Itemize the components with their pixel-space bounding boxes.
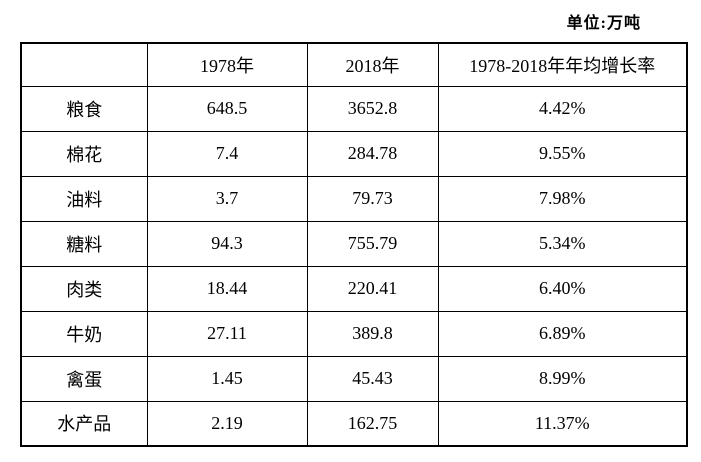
value-growth: 4.42%: [437, 85, 688, 132]
header-1978: 1978年: [146, 42, 308, 87]
value-1978: 27.11: [146, 310, 308, 357]
value-2018: 162.75: [306, 400, 439, 447]
header-empty-cell: [20, 42, 148, 87]
row-label: 牛奶: [20, 310, 148, 357]
value-growth: 11.37%: [437, 400, 688, 447]
table-row: 糖料 94.3 755.79 5.34%: [20, 220, 688, 267]
value-growth: 8.99%: [437, 355, 688, 402]
table-row: 油料 3.7 79.73 7.98%: [20, 175, 688, 222]
row-label: 禽蛋: [20, 355, 148, 402]
value-2018: 755.79: [306, 220, 439, 267]
header-2018: 2018年: [306, 42, 439, 87]
table-row: 牛奶 27.11 389.8 6.89%: [20, 310, 688, 357]
value-2018: 3652.8: [306, 85, 439, 132]
production-statistics-table: 1978年 2018年 1978-2018年年均增长率 粮食 648.5 365…: [20, 42, 688, 447]
value-growth: 6.89%: [437, 310, 688, 357]
value-1978: 648.5: [146, 85, 308, 132]
row-label: 水产品: [20, 400, 148, 447]
row-label: 油料: [20, 175, 148, 222]
header-growth-rate: 1978-2018年年均增长率: [437, 42, 688, 87]
value-2018: 220.41: [306, 265, 439, 312]
value-1978: 94.3: [146, 220, 308, 267]
row-label: 粮食: [20, 85, 148, 132]
value-growth: 6.40%: [437, 265, 688, 312]
value-1978: 2.19: [146, 400, 308, 447]
value-1978: 7.4: [146, 130, 308, 177]
value-1978: 3.7: [146, 175, 308, 222]
value-growth: 7.98%: [437, 175, 688, 222]
row-label: 糖料: [20, 220, 148, 267]
value-growth: 5.34%: [437, 220, 688, 267]
value-growth: 9.55%: [437, 130, 688, 177]
value-2018: 389.8: [306, 310, 439, 357]
table-header-row: 1978年 2018年 1978-2018年年均增长率: [20, 42, 688, 87]
value-2018: 45.43: [306, 355, 439, 402]
table-row: 禽蛋 1.45 45.43 8.99%: [20, 355, 688, 402]
row-label: 肉类: [20, 265, 148, 312]
table-row: 肉类 18.44 220.41 6.40%: [20, 265, 688, 312]
row-label: 棉花: [20, 130, 148, 177]
value-2018: 79.73: [306, 175, 439, 222]
value-2018: 284.78: [306, 130, 439, 177]
table-row: 水产品 2.19 162.75 11.37%: [20, 400, 688, 447]
unit-caption: 单位:万吨: [566, 15, 641, 32]
table-row: 粮食 648.5 3652.8 4.42%: [20, 85, 688, 132]
value-1978: 1.45: [146, 355, 308, 402]
table-row: 棉花 7.4 284.78 9.55%: [20, 130, 688, 177]
value-1978: 18.44: [146, 265, 308, 312]
